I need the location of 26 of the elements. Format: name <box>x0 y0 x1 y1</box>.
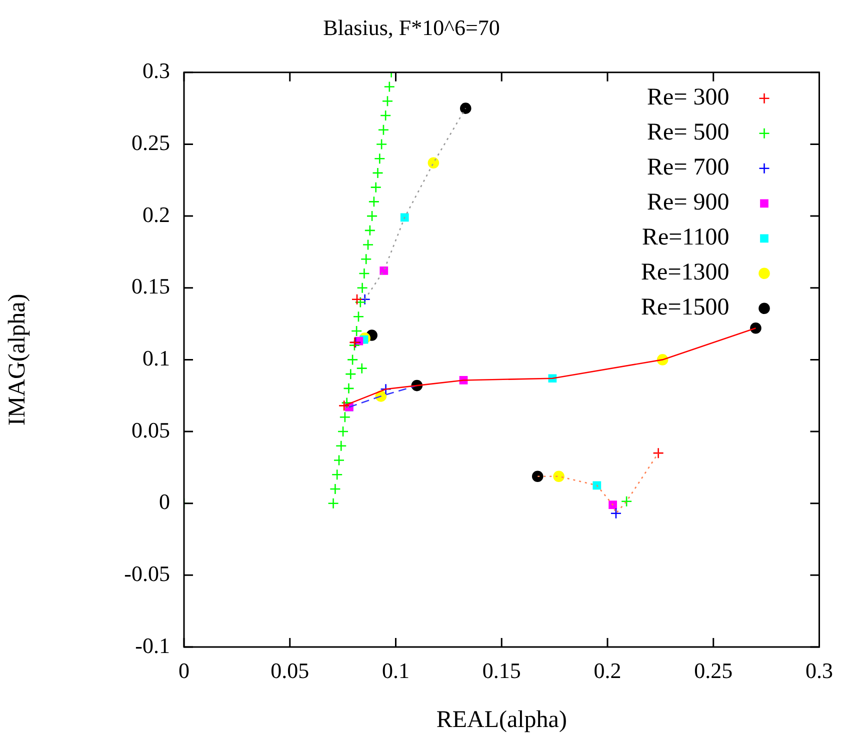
x-tick-label: 0.15 <box>482 658 521 683</box>
y-tick-label: 0.3 <box>142 58 170 84</box>
x-tick-label: 0.1 <box>382 658 410 683</box>
y-axis-title: IMAG(alpha) <box>4 294 31 426</box>
legend-label: Re=1300 <box>641 260 730 286</box>
legend-label: Re= 300 <box>647 84 730 111</box>
y-tick-label: 0.05 <box>132 417 170 442</box>
legend-label: Re= 700 <box>647 154 730 181</box>
x-tick-label: 0.2 <box>594 658 622 683</box>
chart-title: Blasius, F*10^6=70 <box>323 14 500 40</box>
y-tick-label: 0.15 <box>132 274 170 299</box>
y-tick-label: -0.1 <box>135 632 170 658</box>
x-tick-label: 0.05 <box>270 658 310 683</box>
x-tick-label: 0.25 <box>694 658 733 683</box>
legend-label: Re=1100 <box>642 224 730 251</box>
legend-label: Re= 900 <box>647 190 730 216</box>
y-tick-label: -0.05 <box>124 560 170 586</box>
x-axis-title: REAL(alpha) <box>436 706 567 733</box>
y-tick-label: 0 <box>159 489 170 514</box>
y-tick-label: 0.2 <box>142 202 170 227</box>
x-tick-label: 0.3 <box>806 658 833 683</box>
legend-label: Re= 500 <box>647 120 730 146</box>
legend-label: Re=1500 <box>641 294 730 321</box>
y-tick-label: 0.1 <box>142 345 170 370</box>
x-tick-label: 0 <box>178 658 190 683</box>
y-tick-label: 0.25 <box>132 130 170 156</box>
